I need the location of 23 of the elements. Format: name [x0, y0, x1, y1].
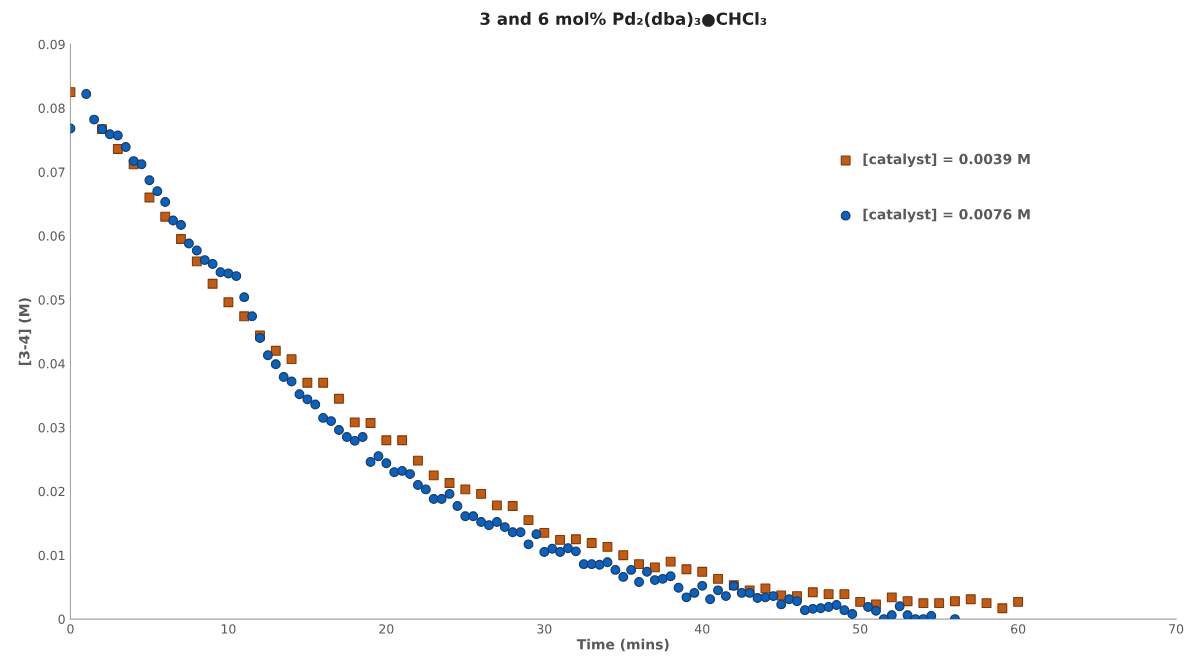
y-tick-label: 0	[58, 614, 65, 625]
x-axis-title: Time (mins)	[576, 638, 669, 652]
x-tick-label: 10	[221, 624, 236, 634]
y-tick-label: 0.06	[38, 231, 65, 241]
x-tick-label: 0	[67, 624, 74, 634]
y-tick-label: 0.03	[38, 422, 65, 433]
x-tick-label: 50	[853, 624, 868, 634]
x-tick-label: 40	[694, 624, 710, 634]
y-tick-label: 0.07	[38, 167, 65, 177]
x-tick-label: 30	[537, 624, 552, 634]
x-tick-label: 70	[1169, 624, 1184, 634]
legend-label: [catalyst] = 0.0076 M	[863, 208, 1030, 223]
y-tick-label: 0.01	[38, 550, 65, 561]
y-tick-label: 0.02	[38, 486, 65, 497]
legend-label: [catalyst] = 0.0039 M	[863, 153, 1030, 168]
chart-title: 3 and 6 mol% Pd₂(dba)₃●CHCl₃	[480, 12, 767, 27]
x-tick-label: 60	[1011, 624, 1026, 634]
y-tick-label: 0.04	[38, 359, 65, 369]
y-axis-title: [3-4] (M)	[18, 298, 32, 366]
y-tick-label: 0.05	[38, 295, 65, 305]
y-tick-label: 0.09	[38, 39, 65, 50]
y-tick-label: 0.08	[38, 103, 65, 114]
x-tick-label: 20	[379, 624, 394, 634]
